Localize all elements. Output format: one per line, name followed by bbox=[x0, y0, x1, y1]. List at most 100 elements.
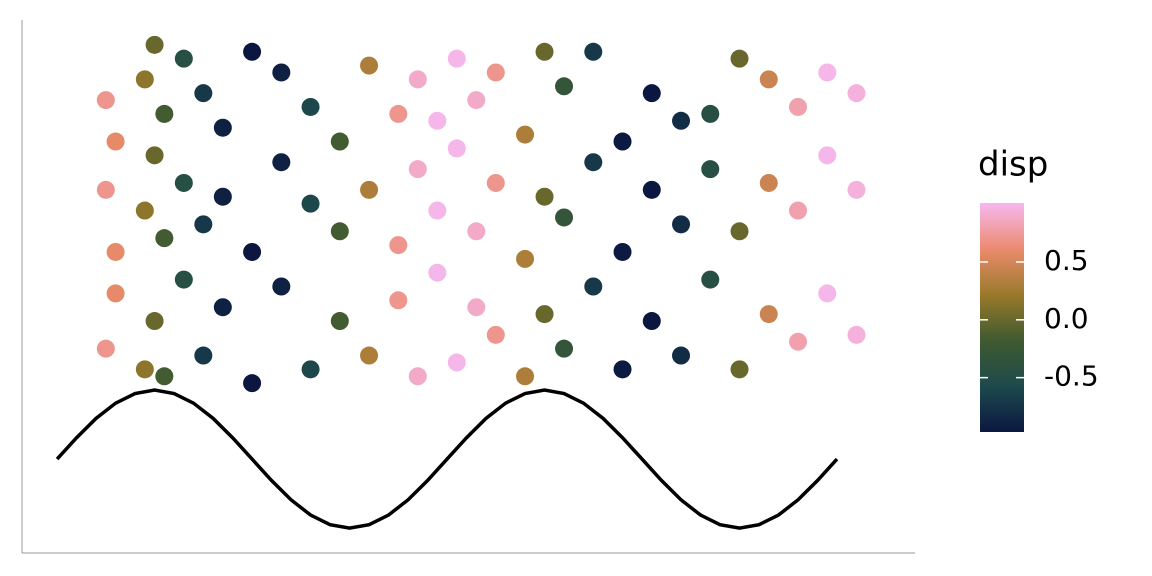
point bbox=[408, 367, 427, 386]
point bbox=[330, 222, 349, 241]
point bbox=[789, 97, 808, 116]
point bbox=[818, 146, 837, 165]
point bbox=[642, 180, 661, 199]
point bbox=[847, 180, 866, 199]
point bbox=[672, 111, 691, 130]
point bbox=[584, 277, 603, 296]
point bbox=[135, 201, 154, 220]
point bbox=[672, 215, 691, 234]
point bbox=[96, 91, 115, 110]
point bbox=[555, 208, 574, 227]
point bbox=[389, 236, 408, 255]
point bbox=[213, 187, 232, 206]
point bbox=[467, 91, 486, 110]
point bbox=[613, 360, 632, 379]
point bbox=[467, 222, 486, 241]
point bbox=[535, 305, 554, 324]
point bbox=[701, 270, 720, 289]
point bbox=[467, 298, 486, 317]
point bbox=[174, 270, 193, 289]
point bbox=[584, 42, 603, 61]
point bbox=[701, 104, 720, 123]
point bbox=[535, 187, 554, 206]
point bbox=[301, 360, 320, 379]
point bbox=[535, 42, 554, 61]
point bbox=[243, 242, 262, 261]
point bbox=[428, 201, 447, 220]
point bbox=[730, 222, 749, 241]
point bbox=[389, 104, 408, 123]
point bbox=[584, 153, 603, 172]
point bbox=[106, 132, 125, 151]
point bbox=[447, 353, 466, 372]
point bbox=[486, 173, 505, 192]
colorbar-label: 0.0 bbox=[1044, 302, 1089, 335]
point bbox=[555, 339, 574, 358]
point bbox=[789, 201, 808, 220]
colorbar-label: 0.5 bbox=[1044, 244, 1089, 277]
point bbox=[486, 63, 505, 82]
point bbox=[672, 346, 691, 365]
point bbox=[428, 111, 447, 130]
point bbox=[330, 132, 349, 151]
point bbox=[360, 346, 379, 365]
point bbox=[135, 360, 154, 379]
point bbox=[555, 77, 574, 96]
point bbox=[213, 298, 232, 317]
point bbox=[516, 249, 535, 268]
point bbox=[174, 49, 193, 68]
point bbox=[155, 367, 174, 386]
colorbar bbox=[980, 203, 1024, 432]
point bbox=[759, 173, 778, 192]
point bbox=[243, 42, 262, 61]
point bbox=[106, 284, 125, 303]
point bbox=[408, 70, 427, 89]
point bbox=[360, 180, 379, 199]
point bbox=[447, 49, 466, 68]
point bbox=[516, 125, 535, 144]
point bbox=[730, 49, 749, 68]
point bbox=[360, 56, 379, 75]
point bbox=[135, 70, 154, 89]
point bbox=[613, 132, 632, 151]
point bbox=[272, 277, 291, 296]
point bbox=[818, 63, 837, 82]
point bbox=[155, 229, 174, 248]
point bbox=[847, 84, 866, 103]
point bbox=[447, 139, 466, 158]
point bbox=[428, 263, 447, 282]
point bbox=[818, 284, 837, 303]
curve bbox=[55, 388, 839, 530]
point bbox=[194, 215, 213, 234]
point bbox=[759, 305, 778, 324]
point bbox=[330, 312, 349, 331]
point bbox=[106, 242, 125, 261]
point bbox=[301, 97, 320, 116]
point bbox=[408, 160, 427, 179]
point bbox=[847, 325, 866, 344]
point bbox=[642, 312, 661, 331]
point bbox=[243, 374, 262, 393]
point bbox=[389, 291, 408, 310]
point bbox=[194, 346, 213, 365]
point bbox=[145, 312, 164, 331]
point bbox=[272, 153, 291, 172]
point bbox=[155, 104, 174, 123]
legend-title: disp bbox=[978, 145, 1048, 185]
point bbox=[301, 194, 320, 213]
point bbox=[613, 242, 632, 261]
point bbox=[642, 84, 661, 103]
point bbox=[759, 70, 778, 89]
point bbox=[213, 118, 232, 137]
point bbox=[145, 146, 164, 165]
point bbox=[486, 325, 505, 344]
point bbox=[174, 173, 193, 192]
point bbox=[272, 63, 291, 82]
colorbar-label: -0.5 bbox=[1044, 360, 1099, 393]
point bbox=[730, 360, 749, 379]
point bbox=[516, 367, 535, 386]
point bbox=[701, 160, 720, 179]
point bbox=[789, 332, 808, 351]
point bbox=[96, 180, 115, 199]
